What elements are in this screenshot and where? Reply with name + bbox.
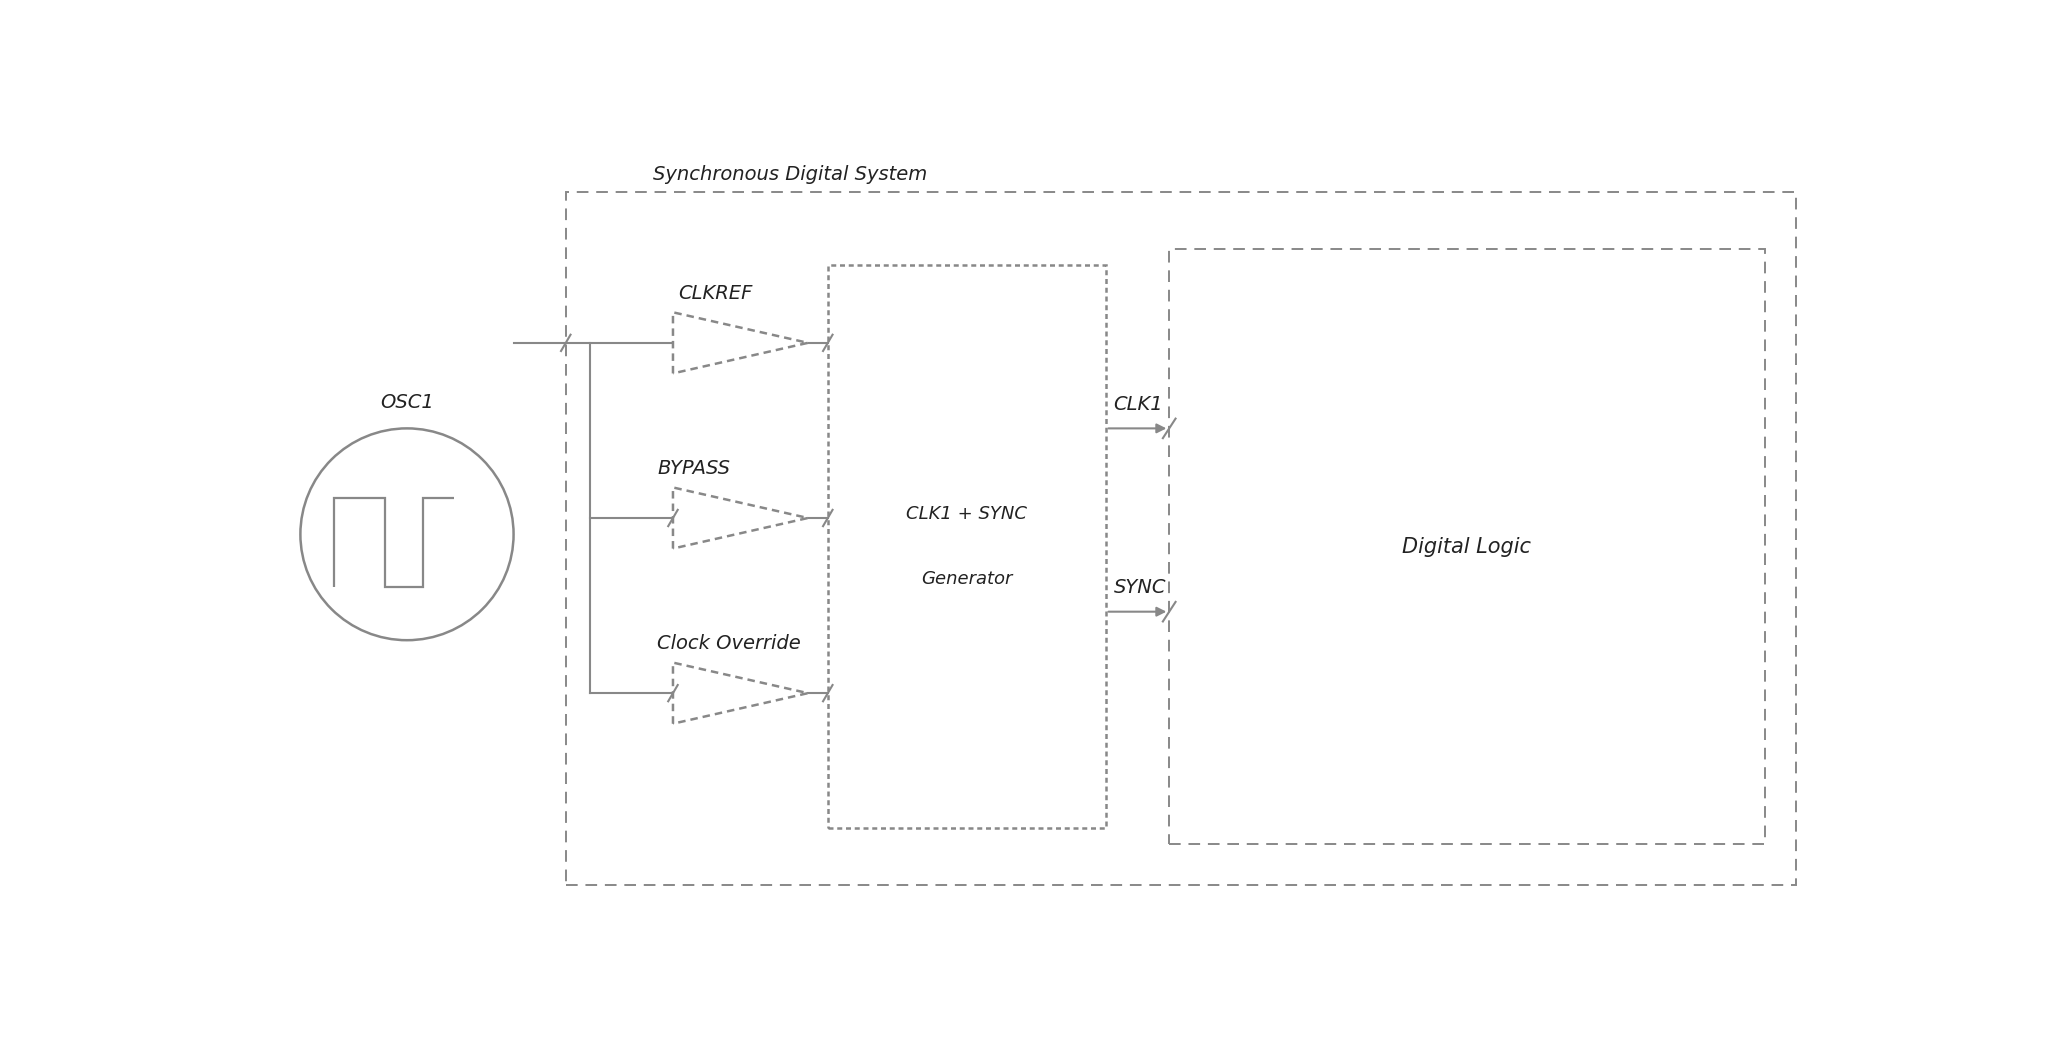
Bar bbox=[566, 193, 1797, 884]
Text: Clock Override: Clock Override bbox=[658, 634, 801, 653]
Text: Generator: Generator bbox=[922, 570, 1012, 588]
Text: Digital Logic: Digital Logic bbox=[1402, 536, 1531, 557]
Ellipse shape bbox=[301, 428, 514, 640]
Polygon shape bbox=[672, 312, 807, 373]
Bar bbox=[1170, 250, 1764, 844]
Polygon shape bbox=[672, 488, 807, 548]
Text: SYNC: SYNC bbox=[1115, 578, 1166, 597]
Text: CLK1 + SYNC: CLK1 + SYNC bbox=[906, 505, 1027, 523]
Text: OSC1: OSC1 bbox=[381, 394, 434, 412]
Text: Synchronous Digital System: Synchronous Digital System bbox=[654, 165, 928, 184]
Polygon shape bbox=[672, 662, 807, 724]
Text: CLK1: CLK1 bbox=[1115, 395, 1164, 414]
Text: BYPASS: BYPASS bbox=[658, 459, 729, 477]
Text: CLKREF: CLKREF bbox=[678, 284, 752, 303]
Bar bbox=[828, 266, 1106, 827]
